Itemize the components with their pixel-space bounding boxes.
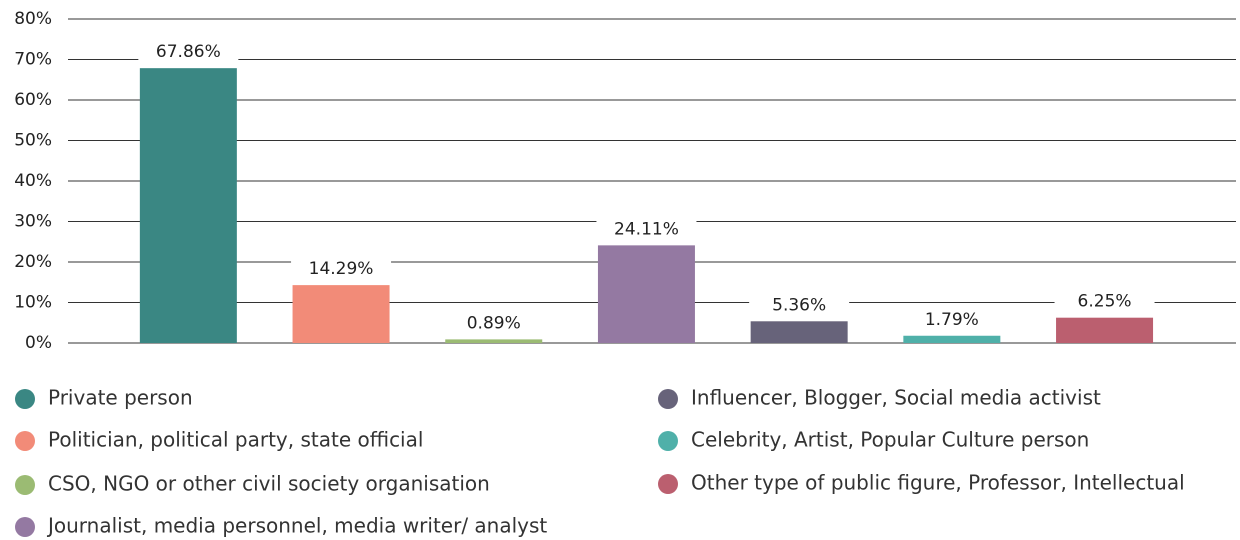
value-label: 1.79% — [925, 310, 979, 330]
bar — [292, 285, 390, 343]
y-tick-label: 80% — [14, 9, 52, 29]
legend-label: Influencer, Blogger, Social media activi… — [691, 386, 1101, 410]
y-tick-label: 30% — [14, 212, 52, 232]
legend-label: Private person — [48, 386, 193, 410]
value-label-bg — [749, 294, 850, 317]
y-tick-label: 0% — [25, 333, 52, 353]
legend-swatch — [15, 475, 35, 495]
legend-label: Celebrity, Artist, Popular Culture perso… — [691, 428, 1089, 452]
bar — [139, 68, 237, 344]
bar — [750, 321, 848, 343]
y-tick-label: 40% — [14, 171, 52, 191]
value-label: 14.29% — [309, 259, 374, 279]
bar — [597, 245, 695, 343]
legend-swatch — [15, 389, 35, 409]
value-label: 5.36% — [772, 295, 826, 315]
value-label-bg — [596, 218, 697, 241]
legend-swatch — [658, 431, 678, 451]
legend-label: CSO, NGO or other civil society organisa… — [48, 472, 490, 496]
value-label: 6.25% — [1078, 292, 1132, 312]
bar — [1056, 317, 1154, 343]
y-tick-label: 60% — [14, 90, 52, 110]
value-label: 0.89% — [467, 313, 521, 333]
legend-swatch — [15, 517, 35, 537]
legend-label: Politician, political party, state offic… — [48, 428, 423, 452]
value-label-bg — [291, 258, 392, 281]
value-label-bg — [901, 308, 1002, 331]
value-label: 67.86% — [156, 42, 221, 62]
bar — [903, 335, 1001, 343]
value-label-bg — [1054, 290, 1155, 313]
legend-swatch — [658, 389, 678, 409]
legend-swatch — [658, 474, 678, 494]
y-tick-label: 20% — [14, 252, 52, 272]
value-label: 24.11% — [614, 219, 679, 239]
value-label-bg — [138, 41, 239, 64]
value-label-bg — [443, 312, 544, 335]
y-tick-label: 50% — [14, 131, 52, 151]
y-tick-label: 70% — [14, 50, 52, 70]
legend-swatch — [15, 431, 35, 451]
legend-label: Journalist, media personnel, media write… — [46, 514, 547, 538]
bar — [445, 339, 543, 343]
legend-label: Other type of public figure, Professor, … — [691, 471, 1185, 495]
y-tick-label: 10% — [14, 293, 52, 313]
